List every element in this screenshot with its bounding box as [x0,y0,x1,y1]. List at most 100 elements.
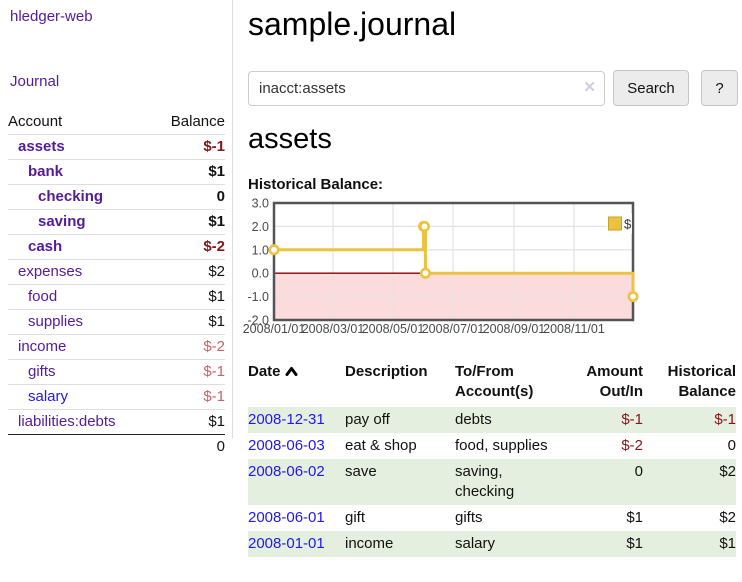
account-link[interactable]: liabilities:debts [18,413,116,430]
transaction-accounts: salary [455,531,565,557]
account-link[interactable]: supplies [28,313,84,330]
legend-swatch [608,216,622,231]
accounts-table: Account Balance assets $-1 bank $1 checking 0… [8,110,225,459]
account-link[interactable]: salary [28,388,69,405]
chart-heading: Historical Balance: [248,176,384,193]
account-balance: $-1 [152,359,225,385]
account-row: gifts $-1 [8,359,225,385]
account-balance: $-2 [152,334,225,360]
account-title: assets [248,123,332,155]
x-tick-label: 2008/11/01 [543,322,605,336]
account-row: expenses $2 [8,259,225,285]
sidebar: hledger-web Journal Account Balance asse… [0,0,233,459]
y-tick-label: 1.0 [252,243,269,257]
account-link[interactable]: gifts [28,363,56,380]
transaction-description: pay off [345,407,455,433]
search-input[interactable] [248,70,605,106]
date-header-label: Date [248,363,281,380]
transaction-date-link[interactable]: 2008-06-02 [248,463,325,480]
data-point-marker [627,291,639,303]
account-row: saving $1 [8,209,225,235]
transaction-accounts: food, supplies [455,437,548,454]
account-row: food $1 [8,284,225,310]
account-row: salary $-1 [8,384,225,410]
account-row: bank $1 [8,159,225,185]
transaction-description: eat & shop [345,437,417,454]
transaction-amount: $1 [626,509,643,526]
account-balance: $1 [152,409,225,435]
account-balance: $-1 [152,134,225,160]
account-link[interactable]: assets [18,138,65,155]
search-form: ✕ Search ? [248,70,742,106]
account-balance: $1 [152,159,225,185]
register-row: 2008-12-31 pay off debts $-1 $-1 [248,407,736,433]
y-tick-label: -2.0 [247,314,269,328]
account-balance: $1 [152,209,225,235]
transaction-date-link[interactable]: 2008-06-03 [248,437,325,454]
transaction-amount: 0 [565,459,643,505]
transaction-balance: $1 [643,531,736,557]
transaction-description: income [345,531,455,557]
app-title-link[interactable]: hledger-web [10,8,93,25]
legend-label: $ [624,217,632,232]
y-tick-label: 2.0 [252,220,269,234]
account-link[interactable]: saving [38,213,86,230]
accounts-col-balance: Balance [170,113,225,130]
transaction-amount: $-1 [565,407,643,433]
search-button[interactable]: Search [613,70,689,106]
account-link[interactable]: checking [38,188,104,205]
accounts-col-account: Account [8,113,63,130]
transaction-balance: $-1 [643,407,736,433]
register-row: 2008-06-03 eat & shop food, supplies $-2 0 [248,433,736,459]
sidebar-item-journal[interactable]: Journal [10,73,60,90]
x-tick-label: 2008/03/01 [302,322,365,336]
help-button[interactable]: ? [701,70,738,106]
account-link[interactable]: food [28,288,58,305]
transaction-balance: $2 [643,459,736,505]
data-point-marker [419,267,431,279]
historical-balance-chart: $3.0 2.0 1.0 0.0 -1.0 -2.02008/01/012008/03/0… [243,197,639,336]
y-tick-label: 0.0 [252,267,269,281]
account-link[interactable]: income [18,338,67,355]
register-row: 2008-01-01 income salary $1 $1 [248,531,736,557]
transaction-description: gift [345,509,366,526]
account-row: liabilities:debts $1 [8,409,225,435]
page-title: sample.journal [248,6,457,42]
accounts-header-row: Account Balance [8,110,225,135]
transaction-balance: $2 [719,509,736,526]
account-link[interactable]: expenses [18,263,83,280]
transaction-amount: $1 [565,531,643,557]
accounts-total-row: 0 [8,434,225,459]
accounts-total: 0 [152,434,225,459]
x-tick-label: 2008/09/01 [483,322,546,336]
transaction-date-link[interactable]: 2008-12-31 [248,411,325,428]
account-link[interactable]: cash [28,238,63,255]
account-row: income $-2 [8,334,225,360]
x-tick-label: 2008/01/01 [243,322,306,336]
transaction-accounts: gifts [455,509,483,526]
register-col-description: Description [345,363,428,380]
register-col-amount: Amount Out/In [586,363,643,400]
transaction-accounts: saving, checking [455,459,565,505]
account-balance: $2 [152,259,225,285]
main-content: sample.journal ✕ Search ? assets Histori… [243,0,742,557]
account-balance: $-2 [152,234,225,260]
account-row: assets $-1 [8,134,225,160]
account-balance: $-1 [152,384,225,410]
search-box: ✕ [248,70,605,106]
transaction-date-link[interactable]: 2008-06-01 [248,509,325,526]
y-tick-label: -1.0 [247,290,269,304]
account-balance: $1 [152,309,225,335]
plot-border [272,201,635,322]
x-tick-label: 2008/05/01 [362,322,425,336]
transaction-date-link[interactable]: 2008-01-01 [248,535,325,552]
data-point-marker [268,244,280,256]
transaction-accounts: debts [455,407,565,433]
account-link[interactable]: bank [28,163,64,180]
transaction-amount: $-2 [621,437,643,454]
clear-x-icon[interactable]: ✕ [583,78,596,96]
register-col-date[interactable]: Date [248,362,345,407]
account-balance: 0 [152,184,225,210]
y-tick-label: 3.0 [252,197,269,211]
account-balance: $1 [152,284,225,310]
